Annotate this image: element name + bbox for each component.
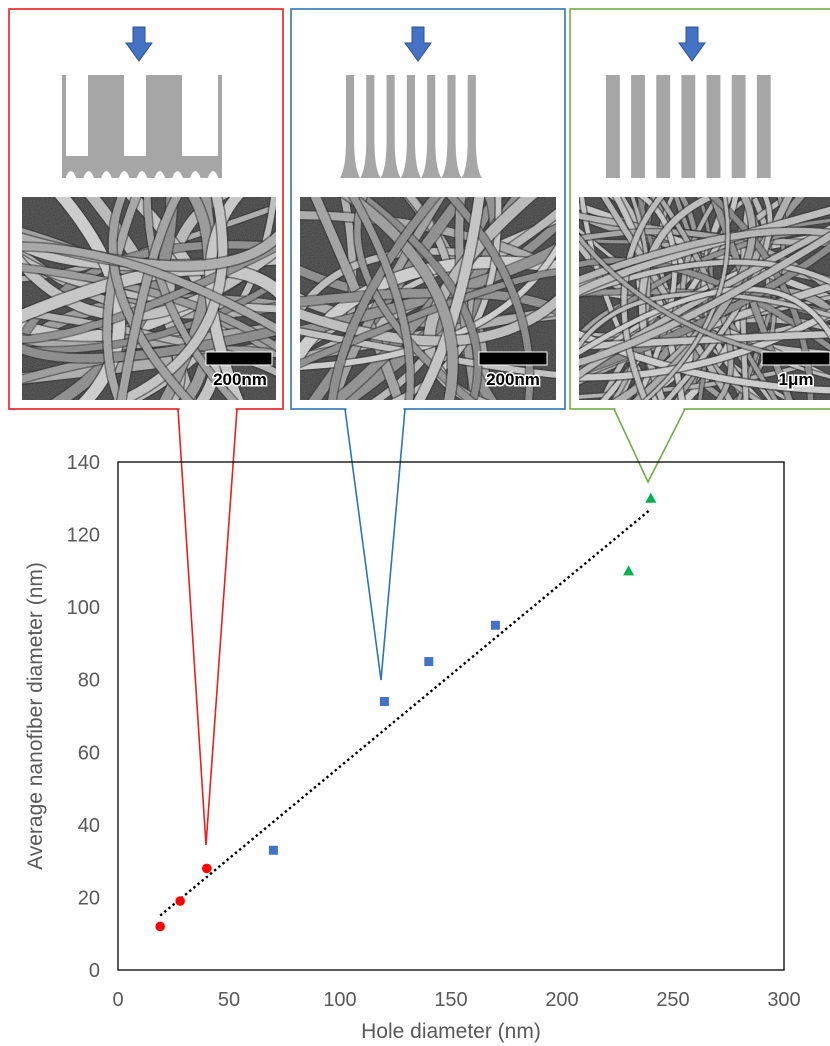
template-bar bbox=[441, 75, 462, 178]
sem-noise bbox=[300, 197, 556, 400]
template-ledge bbox=[66, 156, 86, 162]
template-block bbox=[146, 75, 182, 156]
y-tick-label: 40 bbox=[78, 815, 100, 837]
callout-panel: 1μm bbox=[569, 8, 830, 484]
x-tick-label: 300 bbox=[767, 989, 800, 1011]
template-bar bbox=[606, 75, 620, 178]
x-axis-title: Hole diameter (nm) bbox=[361, 1020, 541, 1043]
x-tick-layer: 0 50 100 150 200 250 300 bbox=[112, 989, 800, 1011]
sem-noise bbox=[22, 197, 276, 400]
marks-layer bbox=[155, 492, 657, 932]
down-arrow-icon bbox=[404, 26, 432, 62]
template-shape bbox=[340, 75, 482, 178]
down-arrow-icon bbox=[125, 26, 153, 62]
scale-label: 200nm bbox=[213, 370, 267, 389]
template-shape bbox=[606, 75, 771, 178]
data-point-square bbox=[490, 620, 500, 630]
sem-image bbox=[22, 197, 276, 400]
y-tick-label: 80 bbox=[78, 670, 100, 692]
x-tick-label: 150 bbox=[434, 989, 467, 1011]
scale-label: 200nm bbox=[486, 370, 540, 389]
template-shape bbox=[62, 75, 222, 178]
data-point-square bbox=[379, 696, 389, 706]
template-base bbox=[62, 156, 222, 178]
callout-pointer bbox=[612, 408, 687, 484]
y-tick-label: 120 bbox=[67, 525, 100, 547]
data-point-circle bbox=[155, 921, 165, 932]
scale-bar bbox=[761, 351, 830, 366]
data-point-triangle bbox=[623, 565, 635, 576]
template-bar bbox=[461, 75, 482, 178]
sem-noise bbox=[579, 197, 830, 400]
template-bar bbox=[656, 75, 671, 178]
x-tick-label: 50 bbox=[218, 989, 240, 1011]
y-tick-label: 20 bbox=[78, 887, 100, 909]
template-bar bbox=[360, 75, 381, 178]
sem-image bbox=[300, 197, 556, 400]
template-bar bbox=[421, 75, 442, 178]
callout-panel: 200nm bbox=[290, 8, 566, 681]
callout-pointer bbox=[344, 408, 406, 681]
callout-panel: 200nm bbox=[8, 8, 284, 846]
template-bar bbox=[706, 75, 721, 178]
plot-frame bbox=[117, 461, 785, 971]
y-tick-label: 100 bbox=[67, 597, 100, 619]
plot-area: 0 50 100 150 200 250 300 0 20 40 60 80 100 120 140 Ho… bbox=[24, 452, 801, 1043]
data-point-circle bbox=[202, 863, 212, 874]
template-block bbox=[88, 75, 124, 156]
template-bar bbox=[756, 75, 771, 178]
template-bar bbox=[631, 75, 645, 178]
template-bar bbox=[731, 75, 746, 178]
data-point-triangle bbox=[645, 492, 657, 503]
scale-label: 1μm bbox=[779, 370, 814, 389]
x-tick-label: 100 bbox=[323, 989, 356, 1011]
trendline-layer bbox=[159, 508, 652, 917]
y-tick-label: 140 bbox=[67, 452, 100, 474]
scale-bar bbox=[478, 351, 548, 366]
panels: 200nm 200nm 1μm bbox=[8, 8, 830, 846]
data-point-circle bbox=[175, 896, 185, 906]
y-tick-label: 0 bbox=[89, 960, 100, 982]
callout-pointer bbox=[177, 408, 238, 846]
x-tick-label: 0 bbox=[112, 989, 123, 1011]
sem-image bbox=[579, 197, 830, 400]
template-bar bbox=[681, 75, 696, 178]
template-bar bbox=[340, 75, 361, 178]
y-tick-layer: 0 20 40 60 80 100 120 140 bbox=[67, 452, 100, 982]
template-wall bbox=[218, 75, 222, 178]
x-tick-label: 250 bbox=[656, 989, 689, 1011]
template-bar bbox=[380, 75, 401, 178]
down-arrow-icon bbox=[678, 26, 706, 62]
y-tick-label: 60 bbox=[78, 742, 100, 764]
x-tick-label: 200 bbox=[545, 989, 578, 1011]
template-wall bbox=[62, 75, 66, 178]
template-bar bbox=[400, 75, 421, 178]
data-point-square bbox=[424, 657, 434, 667]
y-axis-title: Average nanofiber diameter (nm) bbox=[24, 562, 47, 870]
scale-bar bbox=[205, 351, 273, 366]
trendline bbox=[159, 508, 652, 917]
data-point-square bbox=[268, 845, 278, 855]
